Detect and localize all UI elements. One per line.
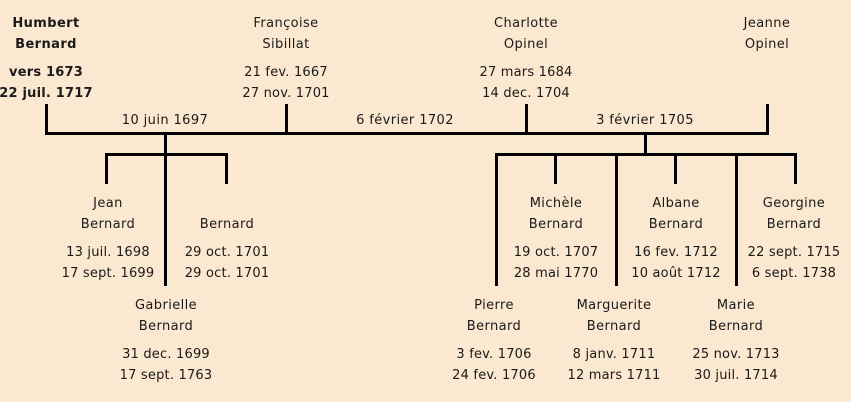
- person-first-name: Charlotte: [493, 16, 558, 31]
- marriage-date-label-1: 10 juin 1697: [121, 113, 209, 128]
- person-death-date: 6 sept. 1738: [751, 266, 837, 281]
- connector-drop-jean: [105, 153, 108, 184]
- person-last-name: Opinel: [503, 37, 549, 52]
- person-last-name: Bernard: [138, 319, 194, 334]
- connector-drop-marguerite: [615, 153, 618, 286]
- person-birth-date: 8 janv. 1711: [572, 347, 656, 362]
- connector-drop-michele: [554, 153, 557, 184]
- person-birth-date: 13 juil. 1698: [66, 245, 150, 260]
- connector-drop-albane: [674, 153, 677, 184]
- person-first-name: Gabrielle: [134, 298, 198, 313]
- person-birth-date: 29 oct. 1701: [184, 245, 270, 260]
- person-birth-date: 22 sept. 1715: [747, 245, 841, 260]
- person-first-name: [185, 193, 270, 214]
- person-first-name: Jeanne: [743, 16, 791, 31]
- connector-drop-bernard: [225, 153, 228, 184]
- person-node-georgine-bernard[interactable]: Georgine Bernard 22 sept. 1715 6 sept. 1…: [748, 193, 841, 284]
- person-first-name: Pierre: [474, 298, 514, 313]
- connector-drop-marriage3: [644, 132, 647, 156]
- person-birth-date: 31 dec. 1699: [122, 347, 210, 362]
- person-last-name: Bernard: [466, 319, 522, 334]
- person-last-name: Bernard: [766, 217, 822, 232]
- person-last-name: Bernard: [528, 217, 584, 232]
- person-first-name: Humbert: [12, 16, 80, 31]
- person-birth-date: 25 nov. 1713: [692, 347, 780, 362]
- person-last-name: Bernard: [708, 319, 764, 334]
- person-death-date: 29 oct. 1701: [184, 266, 270, 281]
- person-first-name: Françoise: [253, 16, 319, 31]
- person-death-date: 30 juil. 1714: [694, 368, 778, 383]
- connector-tick-humbert: [45, 104, 48, 135]
- marriage-date-label-3: 3 février 1705: [596, 113, 694, 128]
- person-node-gabrielle-bernard[interactable]: Gabrielle Bernard 31 dec. 1699 17 sept. …: [120, 295, 213, 386]
- person-birth-date: 21 fev. 1667: [244, 65, 328, 80]
- person-node-pierre-bernard[interactable]: Pierre Bernard 3 fev. 1706 24 fev. 1706: [452, 295, 536, 386]
- person-death-date: 24 fev. 1706: [452, 368, 536, 383]
- person-node-bernard[interactable]: Bernard 29 oct. 1701 29 oct. 1701: [185, 193, 270, 284]
- person-node-charlotte-opinel[interactable]: Charlotte Opinel 27 mars 1684 14 dec. 17…: [479, 13, 572, 104]
- connector-drop-pierre: [495, 153, 498, 286]
- children-line-marriage3: [495, 153, 797, 156]
- person-last-name: Bernard: [199, 217, 255, 232]
- person-death-date: 10 août 1712: [631, 266, 721, 281]
- connector-drop-georgine: [794, 153, 797, 184]
- person-last-name: Bernard: [648, 217, 704, 232]
- person-node-francoise-sibillat[interactable]: Françoise Sibillat 21 fev. 1667 27 nov. …: [242, 13, 329, 104]
- connector-drop-marie: [735, 153, 738, 286]
- marriage-line: [45, 132, 769, 135]
- person-first-name: Marguerite: [576, 298, 652, 313]
- person-last-name: Bernard: [15, 37, 77, 52]
- person-death-date: 17 sept. 1699: [61, 266, 155, 281]
- children-line-marriage1: [105, 153, 228, 156]
- person-last-name: Opinel: [744, 37, 790, 52]
- person-node-marguerite-bernard[interactable]: Marguerite Bernard 8 janv. 1711 12 mars …: [567, 295, 660, 386]
- person-death-date: 17 sept. 1763: [119, 368, 213, 383]
- person-node-humbert-bernard[interactable]: Humbert Bernard vers 1673 22 juil. 1717: [0, 13, 93, 104]
- connector-tick-jeanne: [766, 104, 769, 135]
- person-last-name: Sibillat: [262, 37, 310, 52]
- person-death-date: 12 mars 1711: [567, 368, 661, 383]
- person-first-name: Jean: [93, 196, 123, 211]
- person-first-name: Albane: [652, 196, 700, 211]
- person-first-name: Marie: [716, 298, 756, 313]
- person-birth-date: 3 fev. 1706: [456, 347, 532, 362]
- person-death-date: 28 mai 1770: [513, 266, 599, 281]
- person-node-albane-bernard[interactable]: Albane Bernard 16 fev. 1712 10 août 1712: [631, 193, 721, 284]
- connector-drop-marriage1-gabrielle: [164, 132, 167, 286]
- person-death-date: 27 nov. 1701: [242, 86, 330, 101]
- connector-tick-francoise: [285, 104, 288, 135]
- person-node-jean-bernard[interactable]: Jean Bernard 13 juil. 1698 17 sept. 1699: [62, 193, 155, 284]
- person-node-jeanne-opinel[interactable]: Jeanne Opinel: [727, 13, 807, 55]
- person-node-michele-bernard[interactable]: Michèle Bernard 19 oct. 1707 28 mai 1770: [514, 193, 599, 284]
- marriage-date-label-2: 6 février 1702: [356, 113, 454, 128]
- person-first-name: Georgine: [762, 196, 826, 211]
- person-last-name: Bernard: [586, 319, 642, 334]
- connector-tick-charlotte: [525, 104, 528, 135]
- person-last-name: Bernard: [80, 217, 136, 232]
- person-birth-date: vers 1673: [9, 65, 83, 80]
- person-node-marie-bernard[interactable]: Marie Bernard 25 nov. 1713 30 juil. 1714: [692, 295, 779, 386]
- person-birth-date: 19 oct. 1707: [513, 245, 599, 260]
- person-death-date: 14 dec. 1704: [482, 86, 570, 101]
- person-birth-date: 16 fev. 1712: [634, 245, 718, 260]
- person-first-name: Michèle: [529, 196, 583, 211]
- person-birth-date: 27 mars 1684: [479, 65, 573, 80]
- person-death-date: 22 juil. 1717: [0, 86, 93, 101]
